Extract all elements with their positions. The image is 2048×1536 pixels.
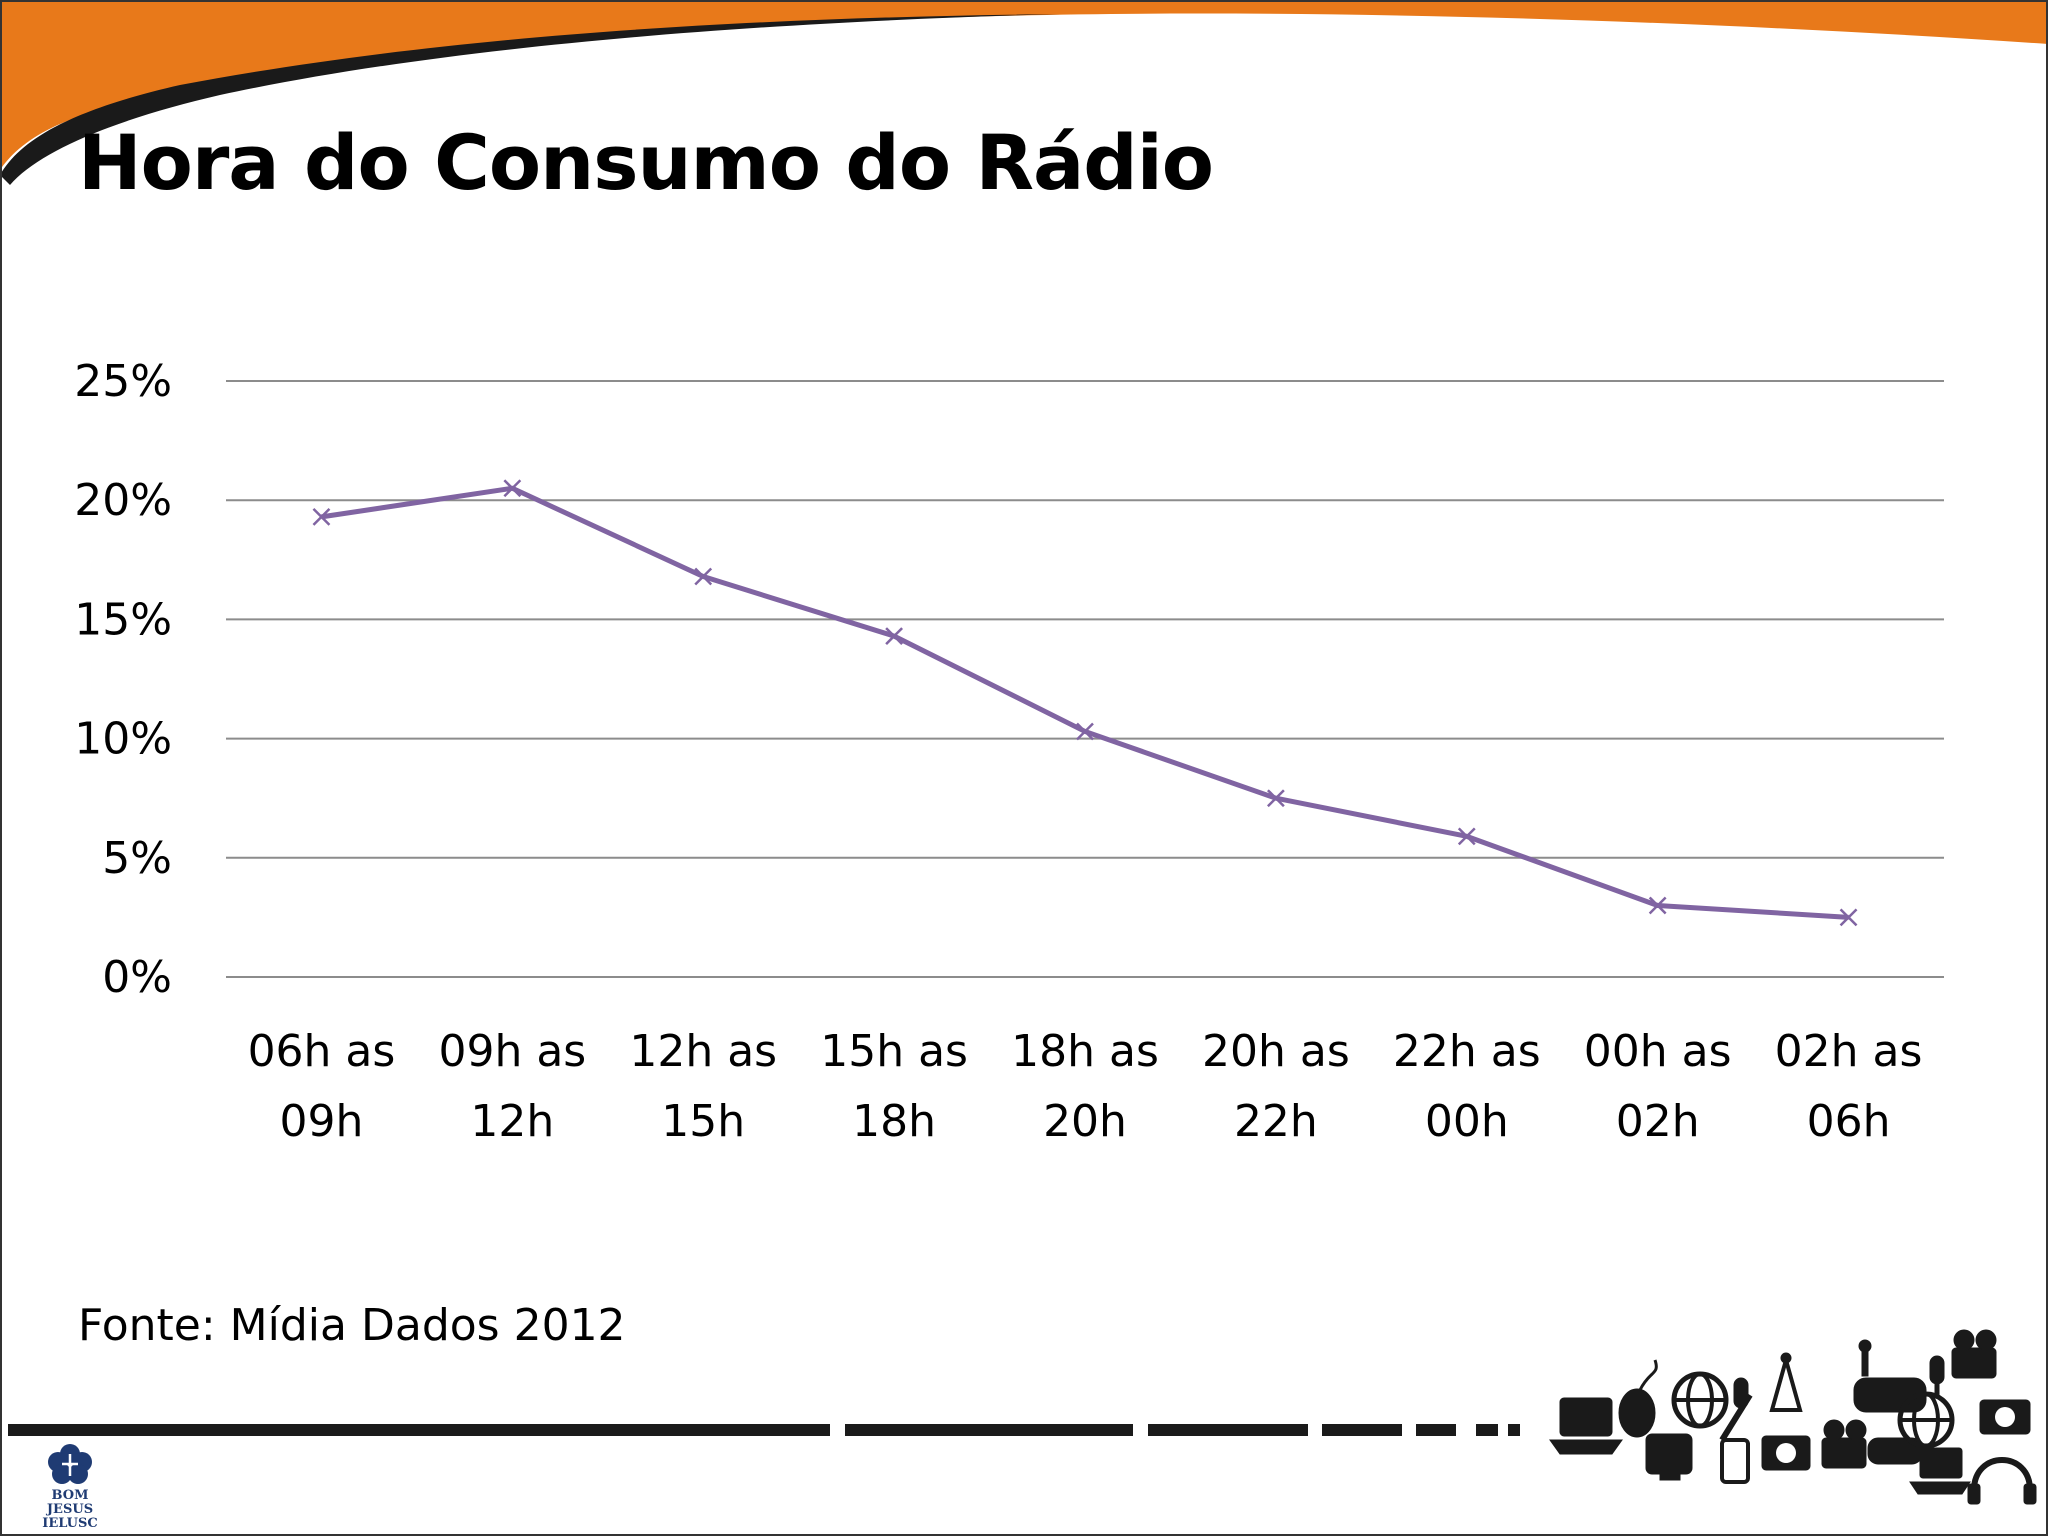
x-category-label-line: 22h [1234,1096,1318,1147]
logo-flower-icon [48,1444,92,1484]
laptop-icon-2 [1909,1447,1971,1495]
x-category-label-line: 09h [280,1096,364,1147]
x-category-label: 00h as 02h [1584,1026,1732,1147]
x-category-label-line: 15h [661,1096,745,1147]
marker-stroke [312,508,331,526]
joystick-icon [1858,1339,1872,1377]
page-title: Hora do Consumo do Rádio [78,118,1214,207]
marker-stroke [503,479,522,498]
mouse-icon [1618,1359,1658,1438]
x-category-label-line: 12h [470,1096,554,1147]
data-point-marker [1648,896,1667,915]
x-category-label-line: 09h as [438,1026,586,1077]
x-category-label-line: 06h [1807,1096,1891,1147]
globe-icon-2 [1897,1391,1955,1449]
data-point-marker [694,567,713,586]
logo-text: BOM JESUS IELUSC [28,1489,112,1531]
x-category-label-line: 22h as [1393,1026,1541,1077]
x-category-label-line: 18h [852,1096,936,1147]
y-axis-tick-labels: 0% 5% 10% 15% 20% 25% [74,356,172,1003]
series-line [321,485,1849,920]
x-axis-category-labels: 06h as 09h 09h as 12h 12h as 15h 15h as 18h 18h … [248,1026,1923,1147]
x-category-label-line: 20h [1043,1096,1127,1147]
microphone-icon-2 [1929,1355,1945,1399]
y-tick-label: 25% [74,356,172,407]
x-category-label: 20h as 22h [1202,1026,1350,1147]
x-category-label: 12h as 15h [629,1026,777,1147]
x-category-label-line: 06h as [248,1026,396,1077]
marker-stroke [694,567,713,586]
y-tick-label: 20% [74,475,172,526]
data-point-marker [1839,908,1858,927]
data-point-marker [503,479,522,498]
x-category-label: 22h as 00h [1393,1026,1541,1147]
y-tick-label: 5% [102,833,172,884]
data-point-marker [1076,722,1094,741]
x-category-label: 18h as 20h [1011,1026,1159,1147]
data-point-marker [312,508,331,526]
camera-icon-2 [1979,1399,2031,1435]
media-icons-cluster [1549,1329,2037,1505]
x-category-label-line: 20h as [1202,1026,1350,1077]
data-point-marker [1267,789,1285,808]
marker-stroke [1648,896,1667,915]
camera-icon [1761,1435,1811,1471]
x-category-label-line: 02h [1616,1096,1700,1147]
video-camera-icon [1821,1419,1867,1469]
x-category-label: 15h as 18h [820,1026,968,1147]
x-category-label-line: 00h as [1584,1026,1732,1077]
data-point-marker [885,627,903,645]
logo-text-line: IELUSC [42,1516,98,1531]
tv-icon [1645,1433,1693,1481]
movie-camera-icon [1951,1329,1997,1379]
x-category-label-line: 15h as [820,1026,968,1077]
x-category-label: 09h as 12h [438,1026,586,1147]
source-note: Fonte: Mídia Dados 2012 [78,1300,626,1351]
data-point-marker [1457,827,1476,846]
marker-stroke [1076,722,1094,741]
headphones-icon [1967,1457,2037,1505]
bottom-dashed-rule [8,1424,1520,1436]
phone-icon [1720,1438,1750,1484]
y-tick-label: 0% [102,952,172,1003]
radio-tower-icon [1769,1352,1803,1412]
grid-lines [226,380,1944,978]
marker-stroke [1457,827,1476,846]
x-category-label-line: 00h [1425,1096,1509,1147]
x-category-label-line: 02h as [1775,1026,1923,1077]
x-category-label-line: 18h as [1011,1026,1159,1077]
x-category-label: 06h as 09h [248,1026,396,1147]
series-markers [312,479,1858,927]
marker-stroke [1267,789,1285,808]
microphone-icon [1719,1377,1753,1442]
laptop-icon [1549,1397,1623,1455]
x-category-label: 02h as 06h [1775,1026,1923,1147]
y-tick-label: 10% [74,714,172,765]
bom-jesus-logo: BOM JESUS IELUSC [28,1440,112,1531]
marker-stroke [885,627,903,645]
logo-text-line: BOM JESUS [46,1488,94,1517]
globe-icon [1671,1371,1729,1429]
y-tick-label: 15% [74,594,172,645]
x-category-label-line: 12h as [629,1026,777,1077]
marker-stroke [1839,908,1858,927]
